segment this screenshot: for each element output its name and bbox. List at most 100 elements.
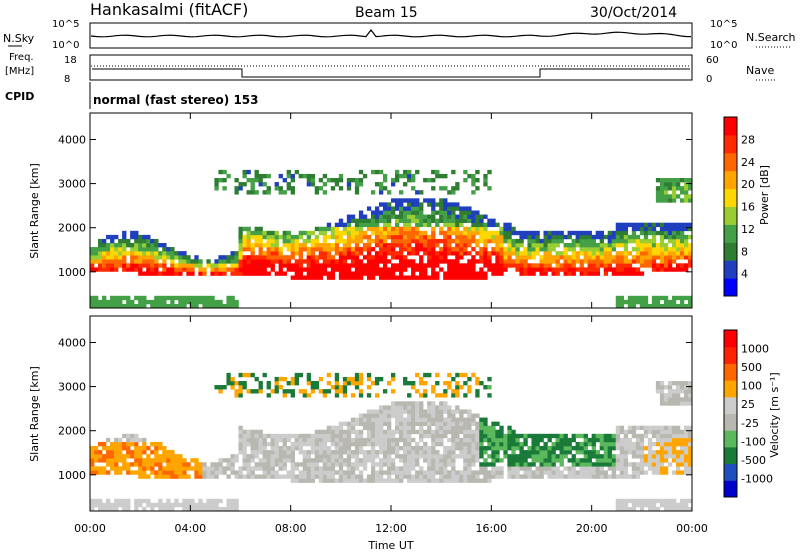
heatmap-cell: [623, 506, 629, 512]
heatmap-cell: [366, 441, 372, 447]
heatmap-cell: [527, 247, 532, 252]
heatmap-cell: [615, 462, 621, 467]
heatmap-cell: [182, 506, 187, 512]
heatmap-cell: [635, 446, 641, 451]
heatmap-cell: [651, 425, 657, 431]
heatmap-cell: [366, 450, 372, 455]
heatmap-cell: [214, 470, 219, 475]
heatmap-cell: [583, 446, 588, 451]
heatmap-cell: [463, 429, 468, 435]
heatmap-cell: [407, 222, 412, 228]
heatmap-cell: [567, 441, 572, 447]
heatmap-cell: [395, 409, 400, 414]
heatmap-cell: [346, 470, 352, 475]
heatmap-cell: [483, 425, 488, 431]
heatmap-cell: [679, 222, 685, 228]
heatmap-cell: [463, 466, 468, 471]
heatmap-cell: [651, 259, 657, 264]
heatmap-cell: [374, 450, 380, 455]
heatmap-cell: [286, 474, 291, 479]
heatmap-cell: [130, 450, 135, 455]
heatmap-cell: [655, 243, 661, 248]
xtick-label: 08:00: [275, 522, 307, 535]
heatmap-cell: [687, 458, 693, 463]
heatmap-cell: [671, 194, 677, 199]
heatmap-cell: [675, 502, 681, 508]
heatmap-cell: [487, 470, 492, 475]
heatmap-cell: [350, 417, 356, 422]
heatmap-cell: [294, 267, 299, 272]
heatmap-cell: [230, 251, 235, 256]
heatmap-cell: [467, 433, 472, 439]
heatmap-cell: [447, 437, 452, 443]
heatmap-cell: [334, 247, 340, 252]
heatmap-cell: [218, 458, 223, 463]
heatmap-cell: [487, 186, 492, 191]
heatmap-cell: [374, 230, 380, 236]
heatmap-cell: [655, 222, 661, 228]
heatmap-cell: [687, 498, 693, 504]
heatmap-cell: [326, 429, 332, 435]
heatmap-cell: [407, 214, 412, 219]
heatmap-cell: [194, 458, 199, 463]
heatmap-cell: [587, 255, 592, 260]
heatmap-cell: [302, 275, 308, 280]
heatmap-cell: [270, 433, 275, 439]
colorbar-swatch: [724, 430, 737, 448]
heatmap-cell: [407, 206, 412, 211]
colorbar-tick: -25: [741, 417, 759, 430]
heatmap-cell: [447, 474, 452, 479]
heatmap-cell: [607, 474, 613, 479]
heatmap-cell: [651, 267, 657, 272]
heatmap-cell: [667, 222, 673, 228]
heatmap-cell: [455, 202, 460, 207]
heatmap-cell: [623, 474, 629, 479]
heatmap-cell: [635, 470, 641, 475]
heatmap-cell: [362, 173, 368, 179]
heatmap-cell: [623, 263, 629, 268]
heatmap-cell: [447, 271, 452, 276]
heatmap-cell: [471, 210, 476, 215]
heatmap-cell: [439, 186, 444, 191]
heatmap-cell: [451, 202, 456, 207]
heatmap-cell: [467, 466, 472, 471]
heatmap-cell: [603, 470, 609, 475]
heatmap-cell: [354, 446, 360, 451]
heatmap-cell: [447, 263, 452, 268]
heatmap-cell: [399, 271, 404, 276]
heatmap-cell: [479, 218, 484, 223]
heatmap-cell: [174, 474, 179, 479]
heatmap-cell: [354, 182, 360, 187]
heatmap-cell: [230, 498, 235, 504]
heatmap-cell: [531, 255, 536, 260]
heatmap-cell: [431, 206, 436, 211]
heatmap-cell: [419, 409, 424, 414]
heatmap-cell: [451, 218, 456, 223]
heatmap-cell: [651, 222, 657, 228]
heatmap-cell: [342, 433, 348, 439]
heatmap-cell: [431, 198, 436, 203]
heatmap-cell: [407, 251, 412, 256]
heatmap-cell: [262, 462, 267, 467]
heatmap-cell: [543, 454, 548, 459]
heatmap-cell: [423, 234, 428, 240]
heatmap-cell: [587, 466, 592, 471]
heatmap-cell: [451, 222, 456, 228]
heatmap-cell: [443, 470, 448, 475]
heatmap-cell: [242, 474, 247, 479]
heatmap-cell: [455, 433, 460, 439]
heatmap-cell: [575, 251, 580, 256]
heatmap-cell: [386, 267, 392, 272]
heatmap-cell: [374, 255, 380, 260]
heatmap-cell: [463, 478, 468, 483]
colorbar-swatch: [724, 346, 737, 364]
heatmap-cell: [242, 462, 247, 467]
heatmap-cell: [102, 299, 107, 305]
heatmap-cell: [607, 251, 613, 256]
heatmap-cell: [623, 259, 629, 264]
heatmap-cell: [615, 271, 621, 276]
heatmap-cell: [314, 247, 320, 252]
heatmap-cell: [146, 454, 151, 459]
heatmap-cell: [687, 226, 693, 232]
heatmap-cell: [114, 303, 119, 309]
